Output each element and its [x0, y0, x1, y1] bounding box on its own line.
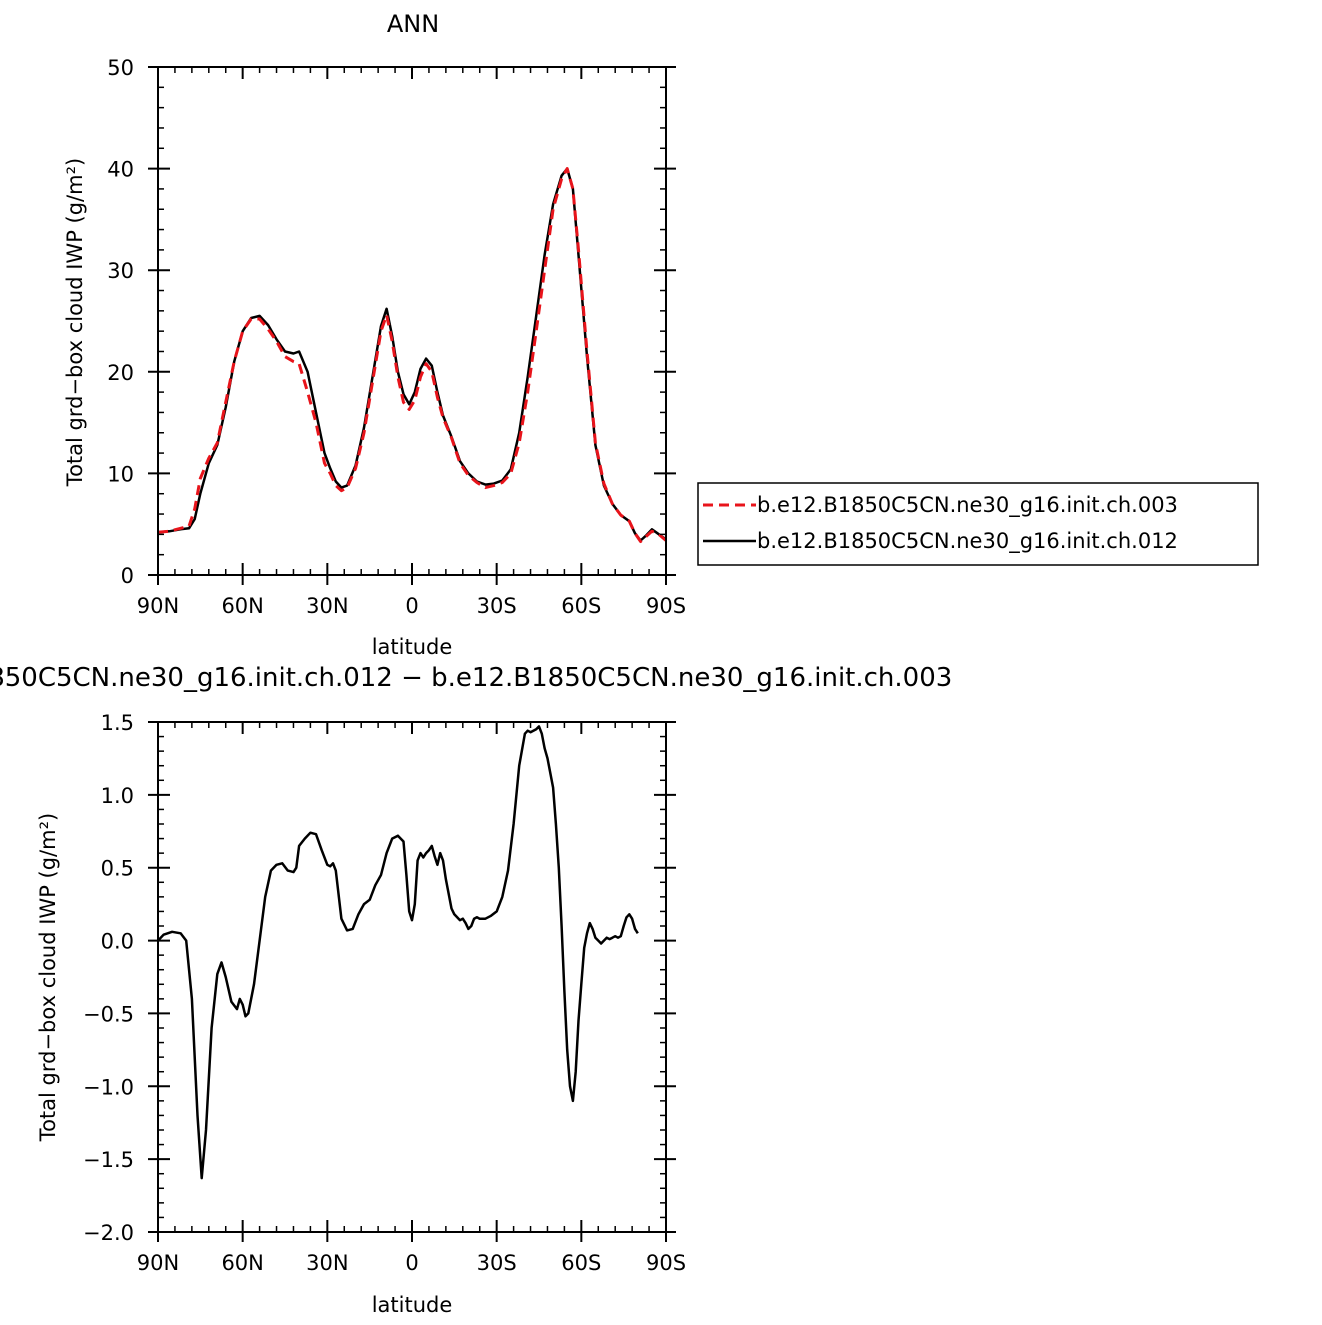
bottom-panel: b.e12.B1850C5CN.ne30_g16.init.ch.012 − b… — [0, 663, 952, 1317]
series-line-0-1 — [157, 167, 667, 542]
y-tick-label-0-1: 10 — [107, 462, 134, 486]
plot-frame-1 — [157, 721, 667, 1233]
y-tick-label-0-5: 50 — [107, 56, 134, 80]
top-chart-title: ANN — [387, 10, 439, 38]
bottom-chart-title: b.e12.B1850C5CN.ne30_g16.init.ch.012 − b… — [0, 663, 952, 693]
y-tick-label-1-2: −1.0 — [83, 1075, 134, 1099]
legend-box — [697, 482, 1259, 566]
x-tick-label-1-0: 90N — [137, 1251, 179, 1275]
bottom-y-axis-label: Total grd−box cloud IWP (g/m²) — [36, 813, 60, 1142]
y-tick-label-0-2: 20 — [107, 361, 134, 385]
x-tick-label-1-1: 60N — [221, 1251, 263, 1275]
y-tick-label-0-0: 0 — [121, 564, 134, 588]
x-tick-label-0-0: 90N — [137, 594, 179, 618]
top-plot-area: 90N 60N 30N 0 30S 60S 90S 0 10 20 30 40 50 — [107, 56, 686, 618]
top-panel: ANN 90N 60N 30N 0 30S 60S 90S 0 10 20 30 40 50 latit… — [63, 10, 1259, 659]
series-line-1-0 — [157, 725, 639, 1180]
plot-frame-0 — [157, 66, 667, 576]
y-tick-label-0-4: 40 — [107, 158, 134, 182]
x-tick-label-0-3: 0 — [405, 594, 418, 618]
x-tick-label-1-6: 90S — [646, 1251, 686, 1275]
series-line-0-0 — [157, 167, 667, 543]
x-tick-label-1-3: 0 — [405, 1251, 418, 1275]
y-tick-label-1-7: 1.5 — [101, 711, 134, 735]
x-tick-label-1-2: 30N — [306, 1251, 348, 1275]
y-tick-label-1-0: −2.0 — [83, 1221, 134, 1245]
y-tick-label-1-4: 0.0 — [101, 930, 134, 954]
top-y-axis-label: Total grd−box cloud IWP (g/m²) — [63, 158, 87, 487]
x-tick-label-1-4: 30S — [477, 1251, 517, 1275]
y-tick-label-1-5: 0.5 — [101, 857, 134, 881]
x-tick-label-0-6: 90S — [646, 594, 686, 618]
x-tick-label-0-1: 60N — [221, 594, 263, 618]
y-tick-label-1-1: −1.5 — [83, 1148, 134, 1172]
top-x-axis-label: latitude — [372, 635, 453, 659]
bottom-x-axis-label: latitude — [372, 1293, 453, 1317]
legend-label-003: b.e12.B1850C5CN.ne30_g16.init.ch.003 — [757, 493, 1178, 518]
y-tick-label-1-3: −0.5 — [83, 1002, 134, 1026]
x-tick-label-1-5: 60S — [561, 1251, 601, 1275]
legend-label-012: b.e12.B1850C5CN.ne30_g16.init.ch.012 — [757, 529, 1178, 554]
x-tick-label-0-2: 30N — [306, 594, 348, 618]
legend: b.e12.B1850C5CN.ne30_g16.init.ch.003 b.e… — [697, 482, 1259, 566]
x-tick-label-0-4: 30S — [477, 594, 517, 618]
x-tick-label-0-5: 60S — [561, 594, 601, 618]
bottom-plot-area: 90N 60N 30N 0 30S 60S 90S −2.0 −1.5 −1.0 −0.5 0.0 0.… — [83, 711, 686, 1275]
y-tick-label-0-3: 30 — [107, 259, 134, 283]
y-tick-label-1-6: 1.0 — [101, 784, 134, 808]
